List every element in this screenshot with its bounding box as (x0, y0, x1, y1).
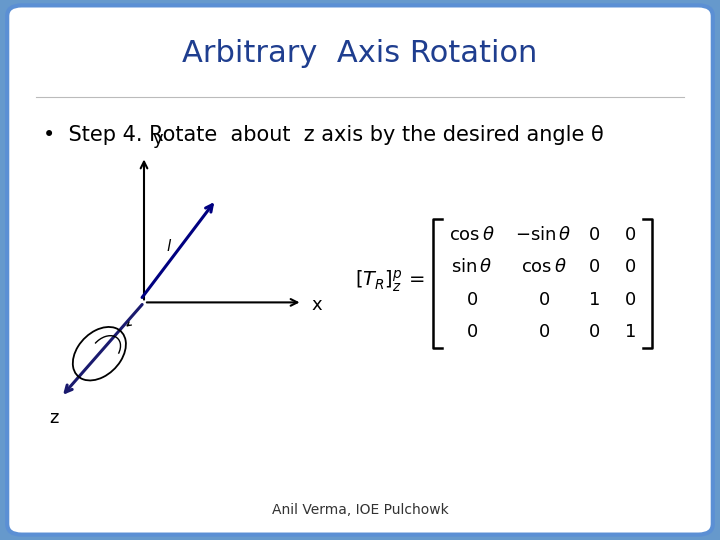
Text: $0$: $0$ (466, 291, 477, 309)
Text: $0$: $0$ (624, 258, 636, 276)
Text: $0$: $0$ (466, 323, 477, 341)
Text: $0$: $0$ (588, 226, 600, 244)
Text: $-\sin\theta$: $-\sin\theta$ (516, 226, 572, 244)
Text: Anil Verma, IOE Pulchowk: Anil Verma, IOE Pulchowk (271, 503, 449, 517)
FancyBboxPatch shape (7, 5, 713, 535)
Text: Arbitrary  Axis Rotation: Arbitrary Axis Rotation (182, 39, 538, 69)
Text: •  Step 4. Rotate  about  z axis by the desired angle θ: • Step 4. Rotate about z axis by the des… (43, 125, 604, 145)
Text: $0$: $0$ (588, 323, 600, 341)
Text: x: x (311, 296, 322, 314)
Text: z: z (49, 409, 59, 427)
Text: $[T_R]_z^p\,=$: $[T_R]_z^p\,=$ (355, 268, 425, 294)
Text: $0$: $0$ (538, 323, 549, 341)
Text: $0$: $0$ (624, 291, 636, 309)
Text: $0$: $0$ (624, 226, 636, 244)
Text: $0$: $0$ (588, 258, 600, 276)
Text: $\sin\theta$: $\sin\theta$ (451, 258, 492, 276)
Text: $\cos\theta$: $\cos\theta$ (521, 258, 567, 276)
Text: y: y (153, 131, 163, 149)
Text: $1$: $1$ (588, 291, 600, 309)
Text: $l$: $l$ (166, 238, 172, 254)
Text: $0$: $0$ (538, 291, 549, 309)
Text: $1$: $1$ (624, 323, 636, 341)
Text: $\cos\theta$: $\cos\theta$ (449, 226, 495, 244)
